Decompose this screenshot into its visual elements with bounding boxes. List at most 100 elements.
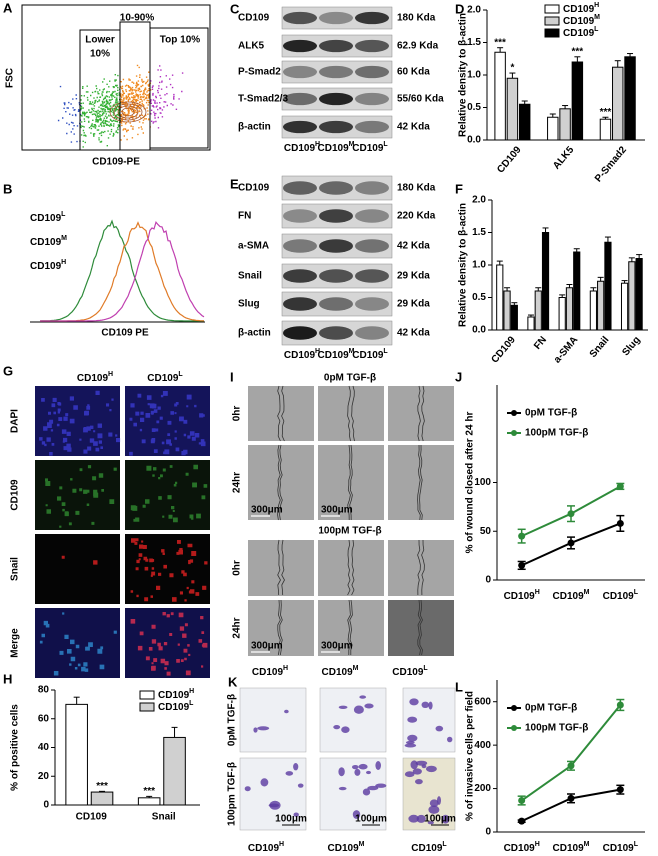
row-label: 0pM TGF-β bbox=[227, 694, 238, 746]
legend-label-base: CD109 bbox=[30, 213, 62, 224]
x-tick-label-base: CD109 bbox=[603, 843, 635, 854]
point bbox=[518, 797, 526, 805]
column-label: CD109M bbox=[328, 841, 365, 853]
wound-edge bbox=[417, 385, 421, 442]
y-tick-label: 1.0 bbox=[467, 70, 481, 81]
invasive-cell bbox=[333, 725, 341, 730]
invasive-cell bbox=[354, 768, 361, 776]
micrograph bbox=[239, 687, 307, 753]
size-label: 180 Kda bbox=[397, 183, 436, 194]
wound-edge bbox=[351, 539, 355, 596]
x-tick-label-sup: L bbox=[634, 841, 639, 848]
panel-label: G bbox=[3, 363, 13, 378]
point bbox=[518, 532, 526, 540]
wound-edge bbox=[421, 385, 425, 442]
bar bbox=[604, 241, 612, 331]
blot-band bbox=[319, 92, 353, 106]
blot-band bbox=[283, 326, 317, 340]
legend-label-base: CD109 bbox=[563, 28, 595, 39]
y-tick-label: 1.0 bbox=[472, 260, 486, 271]
point bbox=[567, 539, 575, 547]
x-tick-label: CD109L bbox=[603, 589, 639, 601]
blot-band bbox=[283, 209, 317, 223]
panel-label: H bbox=[3, 671, 12, 686]
wound-edge bbox=[417, 539, 421, 596]
bar bbox=[628, 261, 636, 331]
y-tick-label: 0.5 bbox=[472, 292, 486, 303]
lane-label: CD109M bbox=[318, 348, 355, 360]
column-label: CD109H bbox=[252, 665, 288, 677]
micrograph bbox=[35, 386, 120, 456]
legend-point bbox=[511, 725, 517, 731]
blot-band bbox=[355, 269, 389, 283]
protein-label: ALK5 bbox=[238, 41, 265, 52]
size-label: 42 Kda bbox=[397, 328, 430, 339]
contour bbox=[113, 103, 143, 121]
wound-edge bbox=[349, 599, 353, 655]
blot-band bbox=[355, 181, 389, 195]
blot-band bbox=[319, 297, 353, 311]
invasive-cell bbox=[268, 803, 280, 808]
blot-band bbox=[319, 39, 353, 53]
x-tick-label-base: CD109 bbox=[504, 591, 536, 602]
gate-label: 10% bbox=[90, 49, 110, 60]
invasive-cell bbox=[447, 736, 453, 743]
x-tick-label: CD109H bbox=[504, 841, 540, 853]
y-tick-label: 0.0 bbox=[472, 325, 486, 336]
gate-label: Top 10% bbox=[160, 35, 200, 46]
scatter-dots bbox=[80, 74, 122, 148]
panel-label: B bbox=[3, 181, 12, 196]
scale-label: 300μm bbox=[321, 505, 353, 516]
legend-label-sup: H bbox=[189, 688, 194, 695]
wound-edge bbox=[277, 539, 281, 596]
lane-label: CD109M bbox=[318, 141, 355, 153]
invasive-cell bbox=[366, 770, 371, 775]
axis-label: CD109 PE bbox=[101, 328, 149, 339]
contour bbox=[117, 105, 139, 119]
y-tick-label: 2.0 bbox=[467, 5, 481, 16]
legend-label: CD109L bbox=[158, 700, 194, 712]
micrograph bbox=[388, 540, 454, 596]
size-label: 42 Kda bbox=[397, 122, 430, 133]
invasive-cell bbox=[407, 734, 418, 742]
invasive-cell bbox=[297, 783, 304, 788]
protein-label: Slug bbox=[238, 299, 260, 310]
point bbox=[567, 794, 575, 802]
blot-band bbox=[355, 239, 389, 253]
row-label: 100pm TGF-β bbox=[227, 762, 238, 826]
invasive-cell bbox=[244, 786, 251, 792]
invasive-cell bbox=[412, 768, 422, 775]
y-tick-label: 20 bbox=[38, 771, 50, 782]
size-label: 42 Kda bbox=[397, 241, 430, 252]
bar bbox=[571, 61, 584, 141]
gate-label: Lower bbox=[85, 35, 115, 46]
protein-label: CD109 bbox=[238, 13, 270, 24]
lane-label-base: CD109 bbox=[284, 350, 316, 361]
blot-band bbox=[283, 297, 317, 311]
wound-edge bbox=[281, 385, 285, 442]
panel-label: A bbox=[3, 0, 13, 15]
legend-point bbox=[511, 410, 517, 416]
bar bbox=[90, 791, 114, 806]
blot-band bbox=[355, 326, 389, 340]
contour bbox=[121, 107, 135, 117]
size-label: 220 Kda bbox=[397, 211, 436, 222]
invasive-cell bbox=[428, 701, 433, 710]
invasive-cell bbox=[293, 763, 299, 771]
significance: * bbox=[510, 63, 514, 74]
wound-edge bbox=[281, 539, 285, 596]
lane-label-base: CD109 bbox=[352, 350, 384, 361]
point bbox=[567, 762, 575, 770]
scale-label: 100μm bbox=[275, 814, 307, 825]
x-tick-label-sup: L bbox=[634, 589, 639, 596]
bar bbox=[506, 77, 519, 141]
blot-band bbox=[319, 269, 353, 283]
cell-signal bbox=[130, 464, 208, 523]
panel-label: E bbox=[230, 176, 239, 191]
blot-band bbox=[355, 120, 389, 134]
invasive-cell bbox=[427, 821, 434, 825]
point bbox=[616, 482, 624, 490]
invasive-cell bbox=[260, 778, 269, 787]
column-label: CD109H bbox=[248, 841, 284, 853]
bar bbox=[65, 703, 88, 806]
